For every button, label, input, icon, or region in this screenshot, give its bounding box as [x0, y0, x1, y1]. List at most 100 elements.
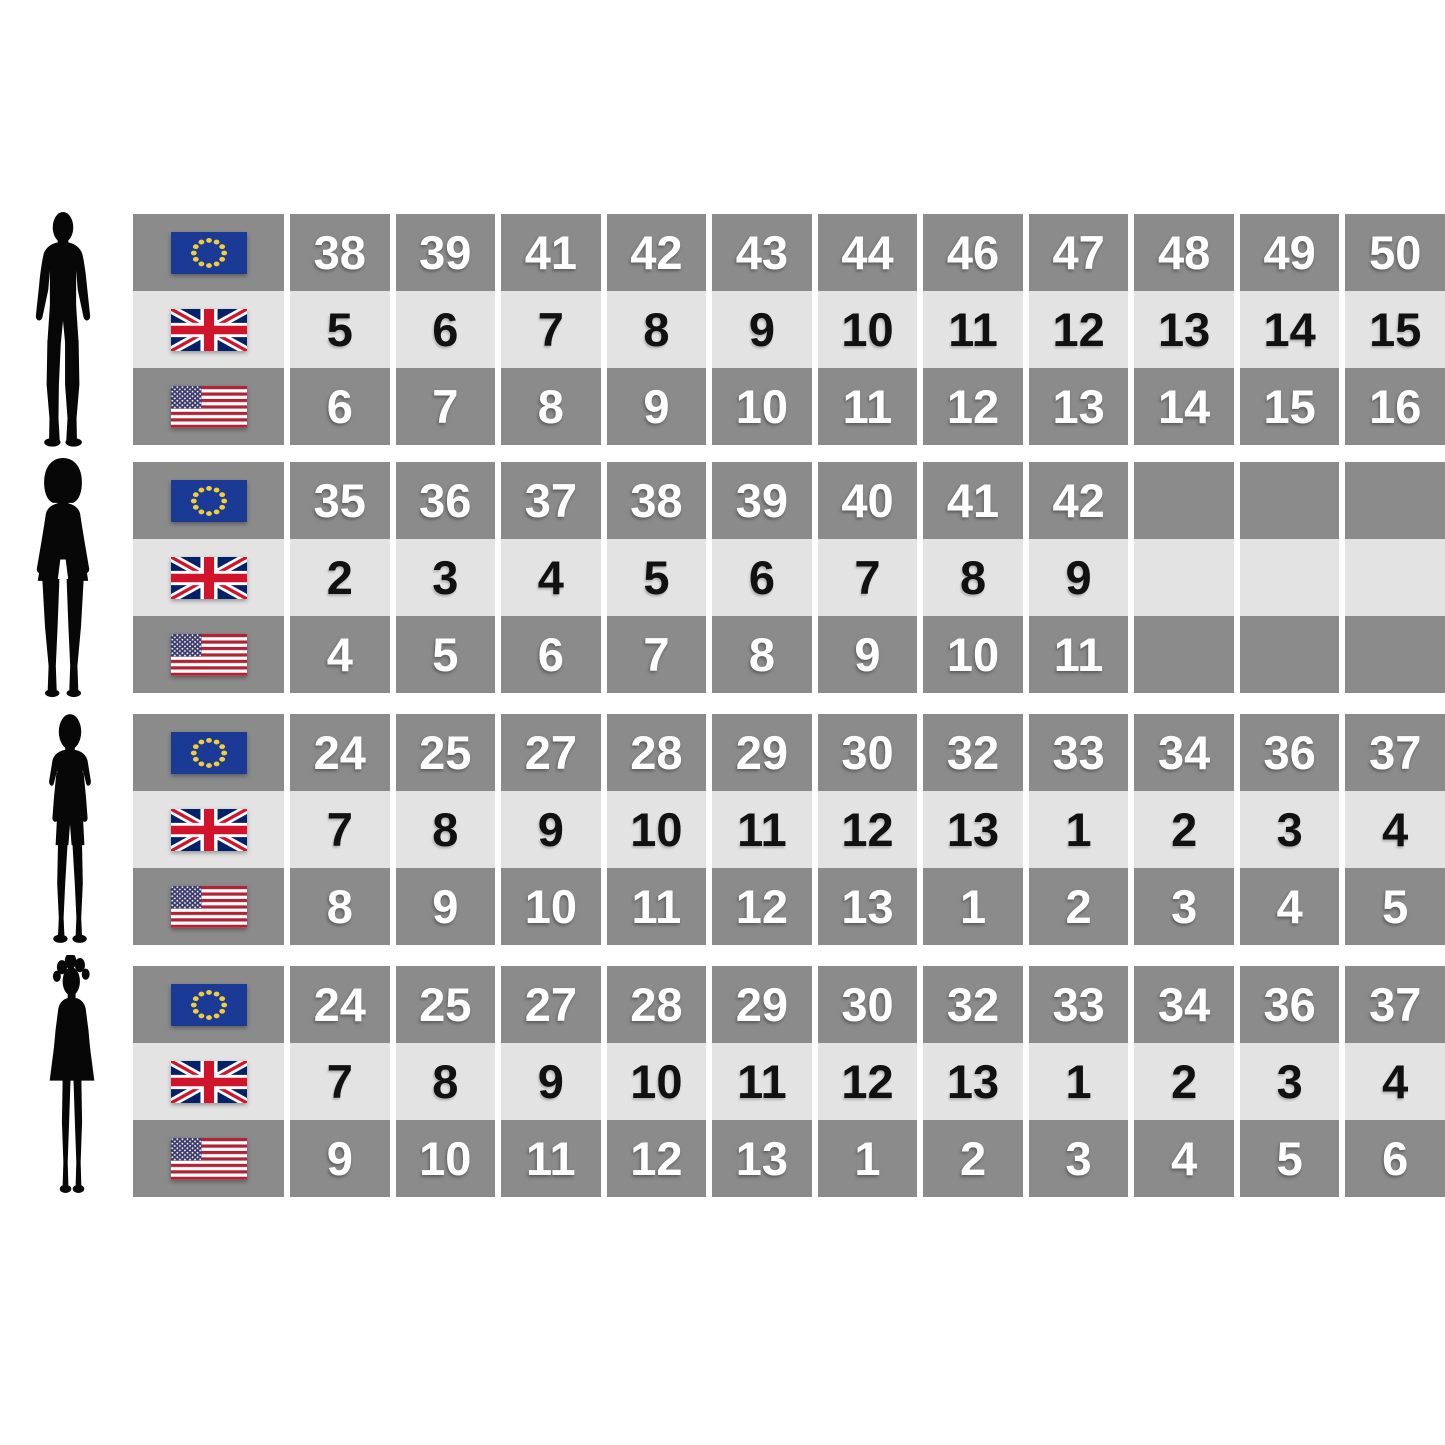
size-cell: 7 [606, 616, 707, 693]
us-flag-icon [133, 1120, 284, 1197]
size-cell: 12 [817, 1043, 918, 1120]
size-cell: 43 [712, 214, 812, 291]
size-cell: 13 [712, 1120, 812, 1197]
size-cell: 8 [606, 291, 707, 368]
size-cell: 13 [817, 868, 918, 945]
size-cell: 41 [923, 462, 1023, 539]
size-cell: 16 [1345, 368, 1445, 445]
size-cell: 30 [817, 714, 918, 791]
section-man-sizes: 38 39 41 42 43 44 46 47 48 49 50 5 6 7 8 9 10 11 12 13 14 15 6… [133, 214, 1445, 445]
uk-flag-icon [133, 539, 284, 616]
size-cell: 1 [1028, 1043, 1129, 1120]
size-cell: 7 [817, 539, 918, 616]
size-cell: 28 [606, 966, 707, 1043]
size-cell: 3 [1239, 1043, 1340, 1120]
size-cell: 3 [1239, 791, 1340, 868]
size-cell: 37 [1345, 714, 1445, 791]
size-cell: 6 [501, 616, 601, 693]
eu-flag-icon [133, 214, 284, 291]
size-cell: 11 [817, 368, 918, 445]
size-cell: 37 [501, 462, 601, 539]
woman-silhouette-icon [18, 456, 108, 700]
size-cell: 11 [712, 791, 812, 868]
size-cell: 10 [606, 791, 707, 868]
size-cell: 12 [712, 868, 812, 945]
size-cell: 5 [290, 291, 390, 368]
size-cell: 12 [817, 791, 918, 868]
size-cell: 7 [290, 791, 390, 868]
size-cell [1239, 462, 1340, 539]
size-cell: 6 [395, 291, 496, 368]
size-cell [1134, 616, 1234, 693]
uk-flag-icon [133, 791, 284, 868]
size-cell: 15 [1345, 291, 1445, 368]
size-cell: 8 [395, 1043, 496, 1120]
size-cell: 38 [606, 462, 707, 539]
boy-uk-size-row: 7 8 9 10 11 12 13 1 2 3 4 [133, 791, 1445, 868]
uk-flag-icon [133, 1043, 284, 1120]
size-cell: 8 [290, 868, 390, 945]
us-flag-icon [133, 616, 284, 693]
size-cell: 30 [817, 966, 918, 1043]
size-cell: 3 [1028, 1120, 1129, 1197]
size-cell: 7 [501, 291, 601, 368]
size-cell [1345, 616, 1445, 693]
size-cell: 1 [923, 868, 1023, 945]
size-cell: 7 [395, 368, 496, 445]
size-cell [1239, 616, 1340, 693]
man-us-size-row: 6 7 8 9 10 11 12 13 14 15 16 [133, 368, 1445, 445]
size-cell: 25 [395, 966, 496, 1043]
size-cell: 11 [712, 1043, 812, 1120]
size-cell: 9 [817, 616, 918, 693]
size-cell: 27 [501, 714, 601, 791]
girl-us-size-row: 9 10 11 12 13 1 2 3 4 5 6 [133, 1120, 1445, 1197]
size-cell: 36 [1239, 714, 1340, 791]
size-cell: 9 [395, 868, 496, 945]
girl-silhouette-icon [36, 952, 108, 1196]
size-cell: 9 [290, 1120, 390, 1197]
size-cell: 10 [501, 868, 601, 945]
size-cell: 41 [501, 214, 601, 291]
boy-us-size-row: 8 9 10 11 12 13 1 2 3 4 5 [133, 868, 1445, 945]
size-cell: 25 [395, 714, 496, 791]
size-cell: 2 [1028, 868, 1129, 945]
size-cell: 4 [1345, 1043, 1445, 1120]
size-cell: 3 [395, 539, 496, 616]
size-cell: 10 [923, 616, 1023, 693]
us-flag-icon [133, 868, 284, 945]
girl-uk-size-row: 7 8 9 10 11 12 13 1 2 3 4 [133, 1043, 1445, 1120]
size-cell: 9 [1028, 539, 1129, 616]
size-cell: 5 [395, 616, 496, 693]
size-cell: 50 [1345, 214, 1445, 291]
size-cell: 14 [1134, 368, 1234, 445]
size-cell: 13 [923, 1043, 1023, 1120]
size-cell: 1 [1028, 791, 1129, 868]
size-cell: 10 [395, 1120, 496, 1197]
size-cell: 5 [606, 539, 707, 616]
size-cell: 4 [1345, 791, 1445, 868]
section-woman-sizes: 35 36 37 38 39 40 41 42 2 3 4 5 6 7 8 9 4 5 6 7 8 9 10 11 [133, 462, 1445, 693]
size-cell: 32 [923, 966, 1023, 1043]
size-cell: 47 [1028, 214, 1129, 291]
size-cell: 11 [923, 291, 1023, 368]
size-cell: 10 [606, 1043, 707, 1120]
man-silhouette-icon [22, 211, 104, 450]
size-cell: 32 [923, 714, 1023, 791]
size-cell [1134, 462, 1234, 539]
size-cell: 14 [1239, 291, 1340, 368]
size-cell: 37 [1345, 966, 1445, 1043]
size-cell: 4 [501, 539, 601, 616]
size-cell: 29 [712, 966, 812, 1043]
size-cell: 12 [606, 1120, 707, 1197]
size-cell: 13 [1134, 291, 1234, 368]
size-cell: 4 [1239, 868, 1340, 945]
size-cell: 13 [923, 791, 1023, 868]
size-cell: 28 [606, 714, 707, 791]
girl-eu-size-row: 24 25 27 28 29 30 32 33 34 36 37 [133, 966, 1445, 1043]
size-cell: 38 [290, 214, 390, 291]
size-cell: 9 [501, 1043, 601, 1120]
size-cell: 9 [501, 791, 601, 868]
size-cell: 42 [606, 214, 707, 291]
